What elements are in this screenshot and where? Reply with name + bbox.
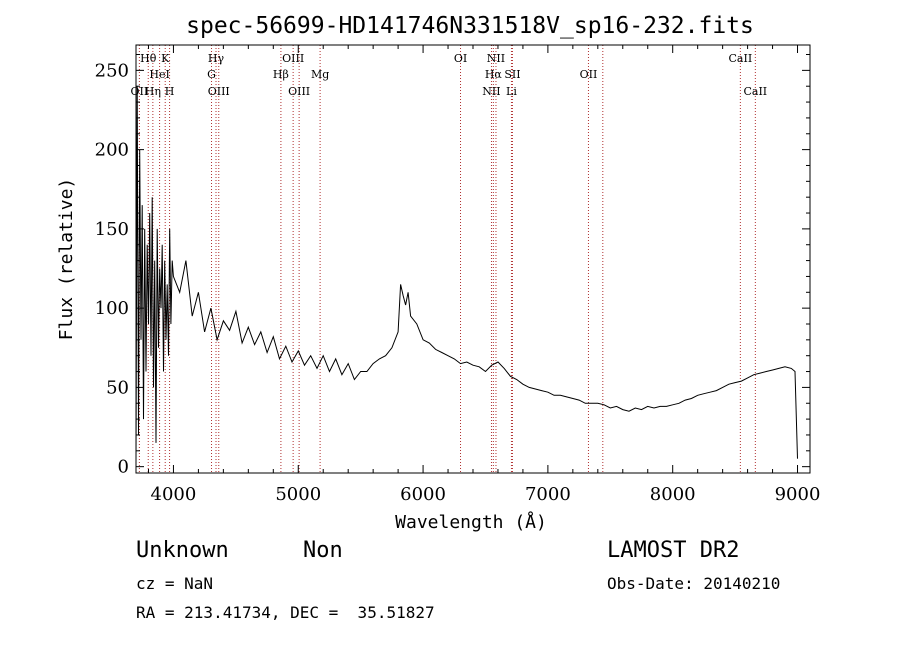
spectral-line-label: NII xyxy=(487,52,505,65)
x-axis-label: Wavelength (Å) xyxy=(395,511,547,533)
object-subclass: Non xyxy=(303,538,343,563)
x-tick-label: 7000 xyxy=(525,484,571,505)
spectral-line-label: CaII xyxy=(743,85,767,98)
spectral-line-label: OII xyxy=(580,68,598,81)
x-tick-label: 9000 xyxy=(775,484,821,505)
spectral-line-label: Hβ xyxy=(273,68,289,81)
y-axis-label: Flux (relative) xyxy=(56,178,77,341)
spectral-line-label: Hγ xyxy=(208,52,225,65)
y-axis: 0 50 100 150 200 250 xyxy=(95,54,810,478)
spectrum-chart: spec-56699-HD141746N331518V_sp16-232.fit… xyxy=(56,13,821,533)
y-tick-label: 150 xyxy=(95,219,129,240)
coordinates: RA = 213.41734, DEC = 35.51827 xyxy=(136,603,435,622)
spectral-line-label: H xyxy=(165,85,175,98)
y-tick-label: 50 xyxy=(106,377,129,398)
x-axis: 4000 5000 6000 7000 8000 9000 xyxy=(147,45,821,505)
plot-frame xyxy=(135,44,811,474)
spectral-line-label: CaII xyxy=(729,52,753,65)
x-tick-label: 5000 xyxy=(275,484,321,505)
spectral-line-label: OIII xyxy=(208,85,230,98)
spectral-line-label: OII xyxy=(131,85,149,98)
spectral-line-label: K xyxy=(161,52,170,65)
spectrum-line xyxy=(135,86,798,459)
chart-title: spec-56699-HD141746N331518V_sp16-232.fit… xyxy=(186,13,754,39)
spectral-line-label: Mg xyxy=(311,68,329,81)
y-tick-label: 100 xyxy=(95,298,129,319)
spectral-line-label: Hη xyxy=(145,85,161,98)
spectral-line-label: OIII xyxy=(282,52,304,65)
spectral-line-label: OI xyxy=(454,52,467,65)
y-tick-label: 200 xyxy=(95,140,129,161)
object-class: Unknown xyxy=(136,538,229,563)
x-tick-label: 8000 xyxy=(650,484,696,505)
y-tick-label: 0 xyxy=(118,457,129,478)
spectral-line-label: NII xyxy=(482,85,500,98)
spectral-line-label: SII xyxy=(504,68,520,81)
spectral-line-label: OIII xyxy=(288,85,310,98)
spectral-line-label: G xyxy=(207,68,216,81)
redshift-value: cz = NaN xyxy=(136,574,214,593)
spectral-line-label: Hα xyxy=(485,68,503,81)
spectral-line-label: HeI xyxy=(149,68,169,81)
y-tick-label: 250 xyxy=(95,60,129,81)
survey-name: LAMOST DR2 xyxy=(607,538,740,563)
spectral-line-markers xyxy=(138,45,756,473)
observation-date: Obs-Date: 20140210 xyxy=(607,574,781,593)
spectral-line-label: Li xyxy=(506,85,517,98)
spectral-line-label: Hθ xyxy=(140,52,157,65)
x-tick-label: 4000 xyxy=(151,484,197,505)
x-tick-label: 6000 xyxy=(400,484,446,505)
